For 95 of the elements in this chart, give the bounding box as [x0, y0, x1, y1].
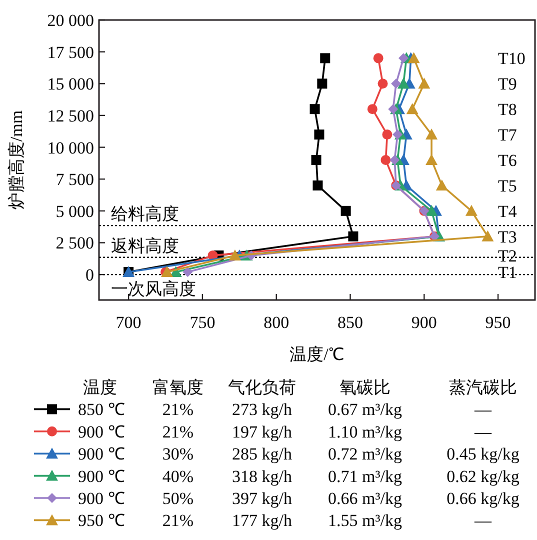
- point: [382, 130, 392, 140]
- y-tick-label: 12 500: [47, 106, 94, 126]
- x-tick-label: 750: [190, 313, 216, 332]
- text: 273 kg/h: [232, 400, 292, 420]
- point: [392, 130, 403, 140]
- point: [388, 104, 398, 114]
- annotation: T5: [498, 176, 517, 196]
- annotation: T8: [498, 100, 517, 120]
- text: 0.66 m³/kg: [328, 489, 403, 508]
- point: [380, 155, 391, 165]
- text: 1.55 m³/kg: [328, 511, 403, 530]
- text: 0.66 kg/kg: [446, 489, 520, 508]
- y-axis-title: 炉膛高度/mm: [7, 110, 26, 210]
- legend-label: 900 ℃: [78, 444, 125, 464]
- x-tick-label: 700: [116, 313, 142, 332]
- point: [228, 249, 241, 260]
- x-tick-label: 950: [485, 313, 511, 332]
- ref-line-label: 返料高度: [111, 236, 179, 256]
- point: [317, 78, 328, 89]
- point: [426, 204, 438, 216]
- text: 蒸汽碳比: [449, 378, 517, 397]
- ref-line-label: 一次风高度: [111, 280, 196, 299]
- point: [418, 78, 430, 89]
- text: 285 kg/h: [232, 444, 292, 464]
- text: 21%: [162, 400, 194, 420]
- text: 30%: [162, 444, 194, 464]
- y-tick-label: 7 500: [56, 170, 94, 190]
- y-tick-label: 17 500: [47, 42, 94, 62]
- legend-label: 900 ℃: [78, 422, 125, 442]
- annotation: T2: [498, 246, 517, 266]
- text: 0.72 m³/kg: [328, 444, 403, 464]
- point: [348, 231, 358, 242]
- text: 氧碳比: [340, 378, 390, 397]
- text: 0.67 m³/kg: [328, 400, 403, 420]
- point: [426, 128, 438, 140]
- text: 177 kg/h: [232, 511, 292, 530]
- point: [378, 78, 388, 89]
- point: [391, 78, 402, 89]
- legend-label: 900 ℃: [78, 489, 125, 508]
- text: —: [474, 400, 492, 420]
- legend-label: 900 ℃: [78, 466, 125, 486]
- point: [397, 78, 410, 89]
- y-tick-label: 20 000: [47, 11, 94, 30]
- point: [182, 267, 193, 277]
- point: [373, 53, 384, 64]
- legend-label: 850 ℃: [78, 400, 125, 420]
- point: [426, 154, 438, 165]
- point: [390, 155, 400, 165]
- x-axis-title: 温度/℃: [290, 345, 344, 364]
- annotation: T3: [498, 227, 517, 246]
- text: 197 kg/h: [232, 422, 292, 442]
- y-tick-label: 15 000: [47, 74, 94, 94]
- x-tick-label: 800: [264, 313, 290, 332]
- text: 21%: [162, 422, 194, 442]
- text: 0.45 kg/kg: [446, 444, 520, 464]
- text: 0.62 kg/kg: [446, 466, 520, 486]
- point: [367, 104, 378, 114]
- legend-title: 温度: [83, 378, 117, 397]
- annotation: T6: [498, 151, 517, 170]
- text: 富氧度: [152, 378, 204, 397]
- text: 40%: [162, 466, 194, 486]
- point: [320, 53, 330, 64]
- point: [340, 206, 351, 216]
- y-tick-label: 2 500: [56, 234, 94, 253]
- annotation: T9: [498, 74, 517, 94]
- x-tick-label: 850: [338, 313, 364, 332]
- point: [398, 53, 408, 64]
- point: [406, 103, 418, 114]
- text: 397 kg/h: [232, 489, 292, 508]
- y-tick-label: 5 000: [56, 202, 94, 221]
- ref-line-label: 给料高度: [111, 204, 179, 224]
- y-tick-label: 10 000: [47, 138, 94, 158]
- legend-label: 950 ℃: [78, 511, 125, 530]
- point: [408, 52, 420, 64]
- point: [312, 180, 323, 190]
- point: [465, 204, 478, 216]
- annotation: T10: [498, 49, 526, 68]
- annotation: T4: [498, 202, 518, 221]
- text: 318 kg/h: [232, 466, 292, 486]
- text: 50%: [162, 489, 194, 508]
- y-tick-label: 0: [86, 266, 94, 285]
- x-tick-label: 900: [411, 313, 437, 332]
- annotation: T7: [498, 126, 518, 145]
- point: [482, 230, 494, 242]
- text: —: [474, 511, 492, 530]
- text: 1.10 m³/kg: [328, 422, 403, 442]
- text: 0.71 m³/kg: [328, 466, 403, 486]
- text: —: [474, 422, 492, 442]
- text: 气化负荷: [228, 378, 296, 397]
- point: [311, 155, 322, 165]
- text: 21%: [162, 511, 194, 530]
- point: [314, 130, 324, 140]
- annotation: T1: [498, 263, 517, 282]
- point: [436, 179, 448, 190]
- point: [310, 104, 320, 114]
